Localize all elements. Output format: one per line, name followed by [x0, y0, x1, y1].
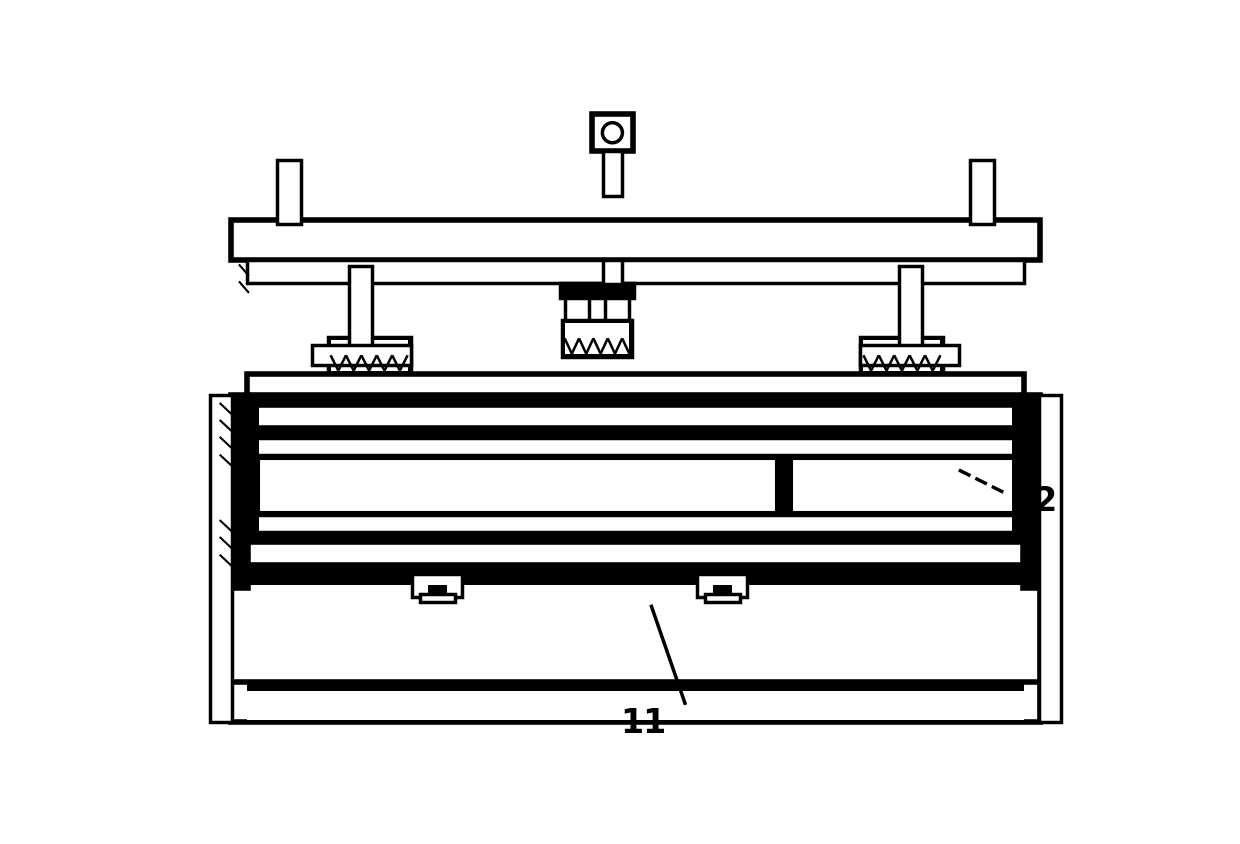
Bar — [605, 297, 630, 321]
Bar — [231, 574, 1040, 697]
Bar — [231, 220, 1040, 261]
Bar — [247, 428, 1024, 439]
Bar — [560, 284, 634, 299]
Bar — [428, 585, 446, 599]
Bar — [1039, 396, 1060, 722]
Bar — [971, 161, 993, 225]
Bar — [247, 565, 1024, 574]
Bar — [247, 261, 1024, 284]
Bar — [231, 396, 248, 588]
Bar — [247, 516, 1024, 533]
Bar — [231, 682, 1040, 722]
Bar — [247, 585, 1024, 678]
Bar — [211, 396, 232, 722]
Bar — [247, 574, 1024, 585]
Bar — [312, 346, 410, 365]
Bar — [603, 261, 621, 285]
Bar — [713, 585, 732, 599]
Bar — [776, 456, 792, 516]
Text: 12: 12 — [1012, 484, 1058, 517]
Bar — [861, 338, 944, 374]
Bar — [231, 565, 248, 588]
Text: 11: 11 — [620, 706, 666, 739]
Bar — [247, 691, 1024, 721]
Bar — [278, 161, 300, 225]
Bar — [603, 152, 621, 197]
Bar — [704, 594, 740, 602]
Bar — [564, 297, 589, 321]
Bar — [247, 542, 1024, 565]
Bar — [1023, 396, 1040, 588]
Bar — [564, 323, 630, 354]
Bar — [259, 460, 776, 512]
Bar — [899, 267, 921, 351]
Bar — [697, 574, 748, 598]
Bar — [861, 346, 959, 365]
Bar — [247, 396, 1024, 405]
Bar — [412, 574, 463, 598]
Bar — [247, 533, 1024, 542]
Bar — [327, 338, 410, 374]
Bar — [562, 321, 632, 357]
Bar — [248, 396, 259, 534]
Bar — [1023, 565, 1040, 588]
Bar — [247, 439, 1024, 456]
Bar — [420, 594, 455, 602]
Bar — [247, 682, 1024, 691]
Bar — [1012, 396, 1023, 534]
Circle shape — [1025, 544, 1034, 551]
Bar — [331, 340, 408, 371]
Bar — [247, 456, 1024, 516]
Bar — [350, 267, 372, 351]
Bar — [247, 374, 1024, 396]
Bar — [792, 460, 1019, 512]
Bar — [247, 405, 1024, 428]
Bar — [863, 340, 940, 371]
Bar — [591, 115, 634, 152]
